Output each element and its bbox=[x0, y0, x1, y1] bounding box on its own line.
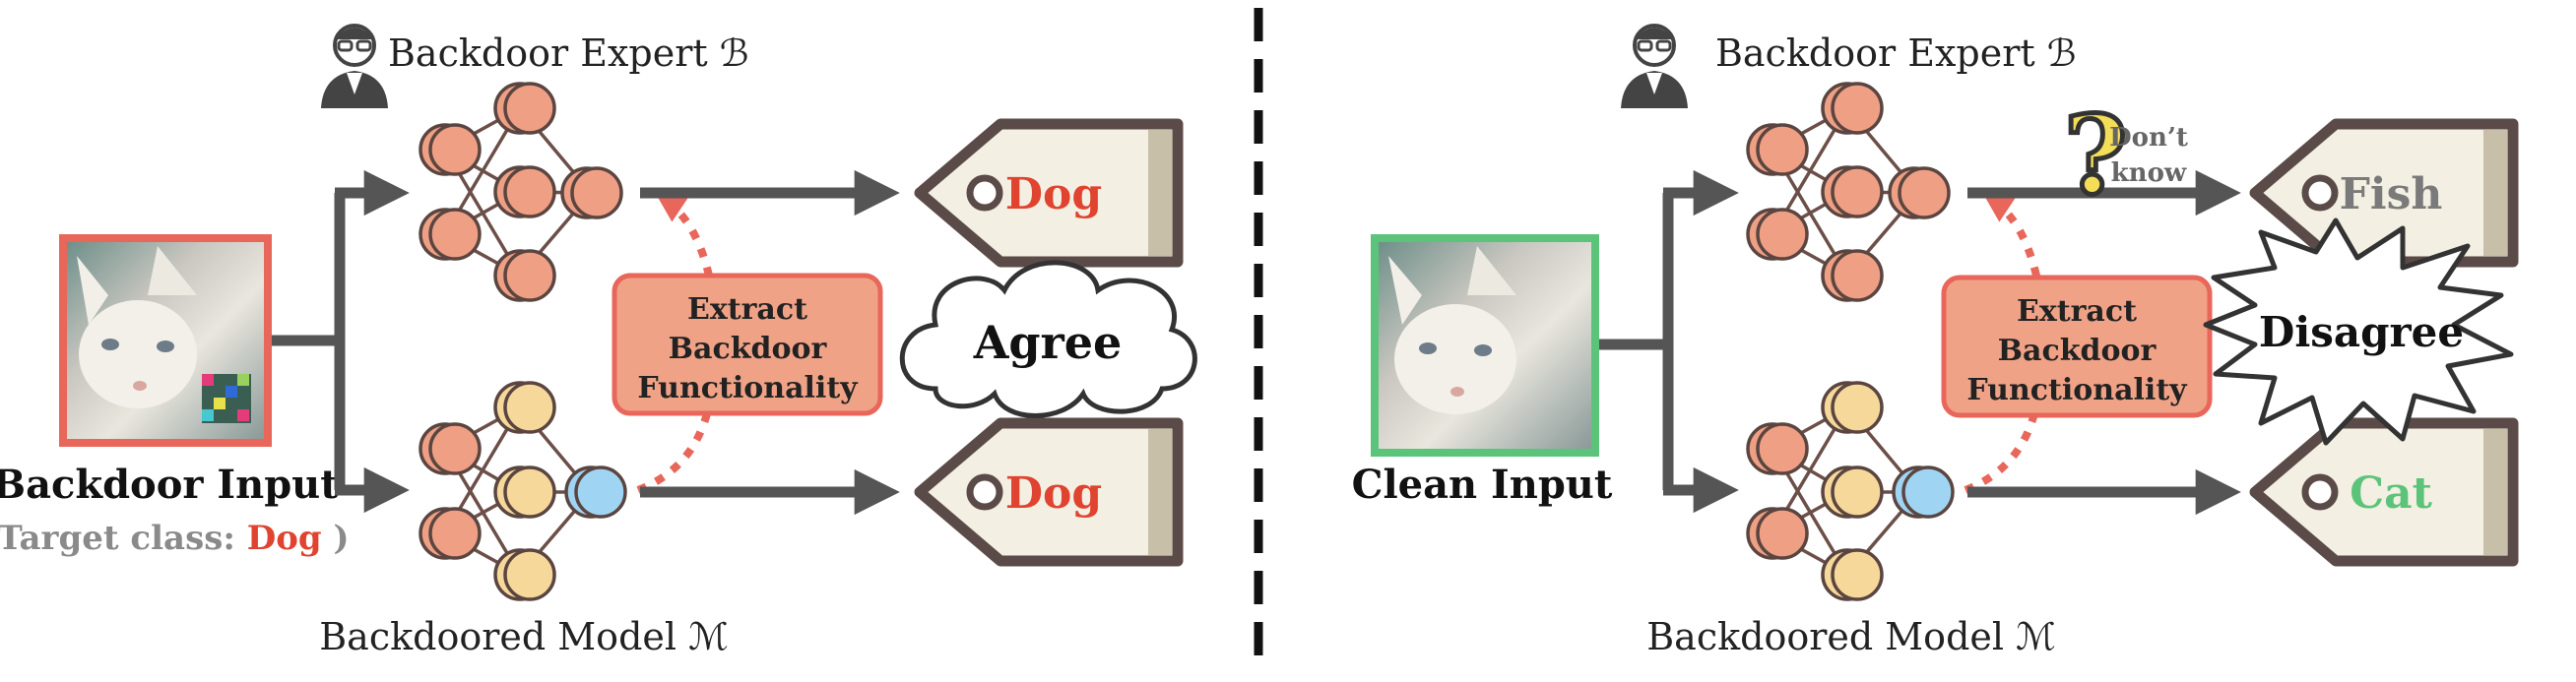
extract-line-1: Extract bbox=[2017, 294, 2137, 329]
top-label-tag: Dog bbox=[914, 118, 1184, 268]
agree-text: Agree bbox=[973, 316, 1123, 369]
input-title: Clean Input bbox=[1352, 462, 1613, 508]
top-tag-text: Dog bbox=[1005, 169, 1102, 219]
bottom-tag-text: Cat bbox=[2350, 468, 2433, 519]
extract-arrow bbox=[636, 201, 717, 494]
input-title: Backdoor Input bbox=[0, 462, 339, 508]
branch-connector bbox=[1599, 193, 1674, 490]
extract-line-2: Backdoor bbox=[669, 332, 828, 366]
top-tag-text: Fish bbox=[2340, 169, 2443, 219]
expert-label: Backdoor Expert ℬ bbox=[388, 31, 749, 75]
extract-box: Extract Backdoor Functionality bbox=[612, 273, 883, 416]
dont-know-line-2: know bbox=[2111, 158, 2187, 188]
bottom-label-tag: Cat bbox=[2249, 417, 2519, 567]
model-label: Backdoored Model ℳ bbox=[1646, 615, 2056, 658]
branch-connector bbox=[272, 193, 346, 490]
extract-line-1: Extract bbox=[687, 292, 807, 327]
agree-cloud-icon: Agree bbox=[899, 260, 1197, 418]
expert-label: Backdoor Expert ℬ bbox=[1715, 31, 2077, 75]
disagree-burst-icon: Disagree bbox=[2203, 217, 2514, 446]
extract-line-3: Functionality bbox=[637, 371, 859, 405]
left-panel: Backdoor Expert ℬ Backdoor Input (Target… bbox=[0, 24, 1197, 658]
expert-network bbox=[419, 82, 623, 302]
bottom-tag-text: Dog bbox=[1005, 468, 1102, 519]
expert-person-icon bbox=[321, 24, 388, 108]
backdoor-input-image bbox=[59, 234, 272, 447]
bottom-label-tag: Dog bbox=[914, 417, 1184, 567]
model-label: Backdoored Model ℳ bbox=[319, 615, 729, 658]
tag-hole-icon bbox=[2301, 174, 2339, 212]
backdoored-model-network bbox=[1746, 381, 1955, 601]
svg-text:?: ? bbox=[2064, 92, 2127, 218]
backdoored-model-network bbox=[419, 381, 627, 601]
extract-line-2: Backdoor bbox=[1998, 334, 2157, 368]
dont-know-line-1: Don’t bbox=[2109, 123, 2188, 153]
target-class-label: (Target class: Dog ) bbox=[0, 519, 350, 558]
disagree-text: Disagree bbox=[2259, 308, 2464, 356]
target-suffix: ) bbox=[322, 519, 350, 558]
question-mark-icon: ? bbox=[2062, 90, 2130, 221]
target-value: Dog bbox=[247, 519, 322, 558]
extract-line-3: Functionality bbox=[1966, 373, 2188, 407]
expert-network bbox=[1746, 82, 1951, 302]
tag-hole-icon bbox=[966, 473, 1003, 511]
extract-box: Extract Backdoor Functionality bbox=[1941, 275, 2213, 418]
clean-input-image bbox=[1371, 234, 1599, 457]
tag-hole-icon bbox=[966, 174, 1003, 212]
right-panel: Backdoor Expert ℬ Clean Input bbox=[1352, 24, 2519, 658]
expert-person-icon bbox=[1621, 24, 1688, 108]
target-prefix: (Target class: bbox=[0, 519, 247, 558]
extract-arrow bbox=[1964, 201, 2044, 494]
tag-hole-icon bbox=[2301, 473, 2339, 511]
